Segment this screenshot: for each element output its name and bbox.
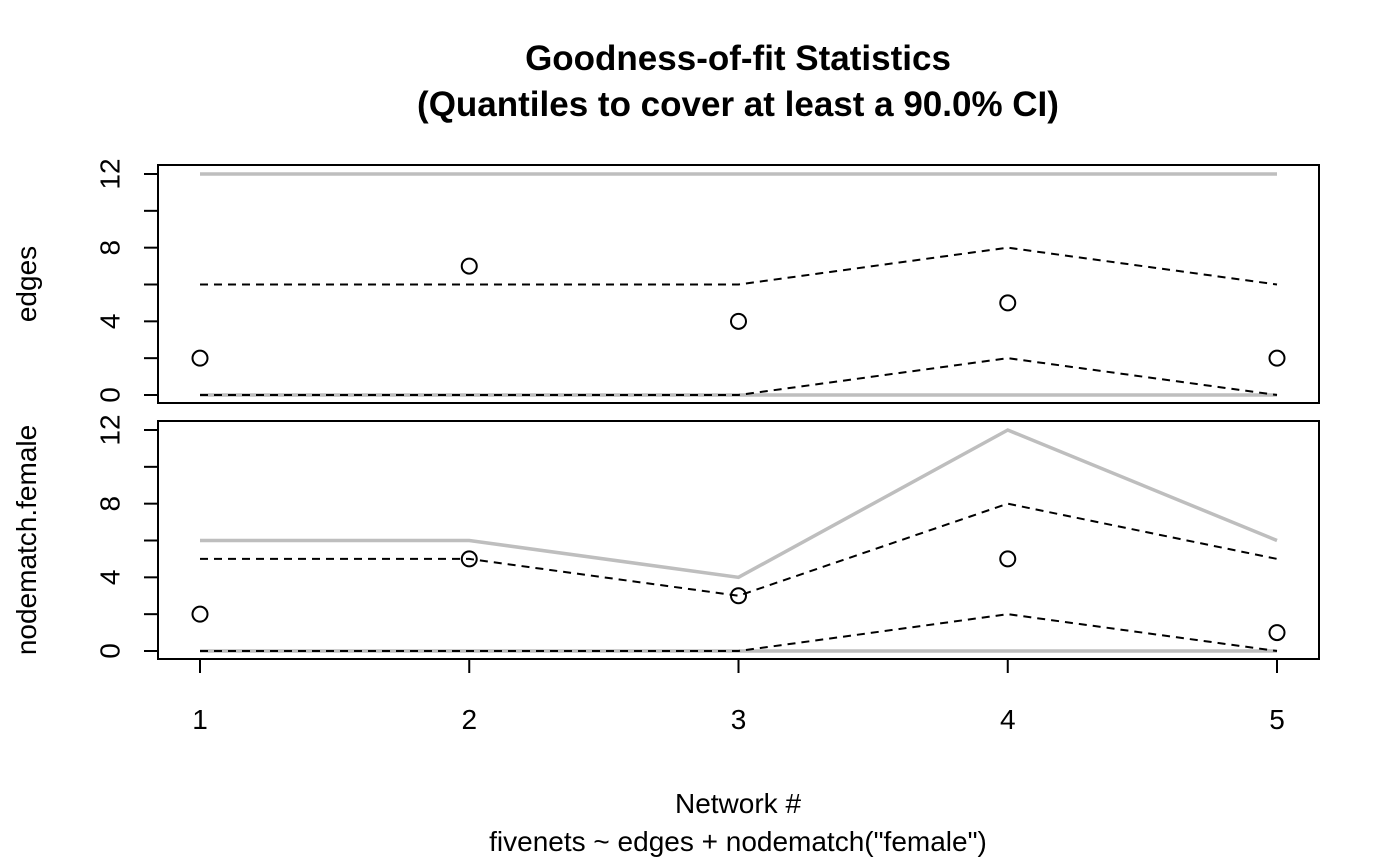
observed-point xyxy=(191,605,209,623)
panels: 0 4 8 12 edges 0 4 8 12 nodematch.female xyxy=(11,158,1320,660)
observed-point xyxy=(730,312,747,330)
x-tick-label: 4 xyxy=(1000,704,1016,735)
y-tick-label: 4 xyxy=(95,314,126,330)
y-tick-label: 0 xyxy=(95,643,126,659)
x-tick-label: 5 xyxy=(1269,704,1285,735)
observed-point xyxy=(460,550,478,568)
observed-point xyxy=(191,349,209,367)
observed-point xyxy=(1268,349,1286,367)
ci-lower-line xyxy=(200,613,1278,652)
y-tick-label: 8 xyxy=(95,496,126,512)
observed-point xyxy=(999,550,1017,568)
bound-upper-line xyxy=(200,428,1278,580)
y-tick-label: 0 xyxy=(95,387,126,403)
ci-lower-line xyxy=(200,357,1278,396)
observed-point xyxy=(730,587,747,605)
y-axis-label: edges xyxy=(11,246,42,322)
y-tick-label: 12 xyxy=(95,414,126,445)
observed-point xyxy=(1268,624,1286,642)
y-tick-label: 4 xyxy=(95,570,126,586)
chart-subtitle: (Quantiles to cover at least a 90.0% CI) xyxy=(417,85,1059,124)
observed-point xyxy=(460,257,478,275)
panel-2: 0 4 8 12 nodematch.female xyxy=(11,414,1320,660)
x-tick-label: 2 xyxy=(461,704,477,735)
observed-point xyxy=(999,294,1017,312)
x-axis-label: Network # xyxy=(675,788,801,819)
y-tick-label: 12 xyxy=(95,158,126,189)
x-axis-formula: fivenets ~ edges + nodematch("female") xyxy=(489,826,987,857)
y-tick-label: 8 xyxy=(95,240,126,256)
x-tick-label: 1 xyxy=(192,704,208,735)
y-axis-label: nodematch.female xyxy=(11,425,42,655)
x-axis: 1 2 3 4 5 xyxy=(192,658,1285,735)
panel-1: 0 4 8 12 edges xyxy=(11,158,1320,404)
ci-upper-line xyxy=(200,502,1278,597)
chart-title: Goodness-of-fit Statistics xyxy=(525,39,951,78)
ci-upper-line xyxy=(200,246,1278,286)
x-tick-label: 3 xyxy=(731,704,747,735)
